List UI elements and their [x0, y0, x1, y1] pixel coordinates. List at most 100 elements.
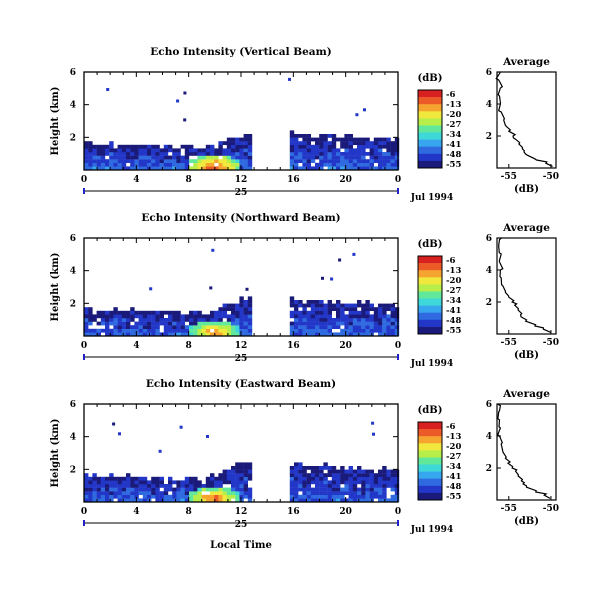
- heatmap-cell: [331, 155, 337, 160]
- heatmap-cell: [289, 480, 295, 485]
- heatmap-cell: [239, 318, 244, 322]
- heatmap-cell: [226, 318, 232, 322]
- heatmap-cell: [378, 491, 383, 495]
- heatmap-cell: [105, 480, 110, 485]
- heatmap-cell: [239, 328, 244, 333]
- heatmap-cell: [117, 162, 122, 167]
- heatmap-cell: [142, 491, 148, 495]
- heatmap-cell: [289, 484, 295, 488]
- heatmap-cell: [193, 166, 198, 171]
- heatmap-cell: [226, 155, 232, 160]
- heatmap-cell: [361, 484, 366, 488]
- panel-2: Echo Intensity (Northward Beam)0 4 8 12 16 20…: [50, 212, 559, 369]
- heatmap-cell: [126, 318, 131, 322]
- heatmap-cell: [382, 480, 387, 485]
- heatmap-cell: [361, 325, 366, 329]
- heatmap-cell: [184, 166, 190, 171]
- heatmap-cell: [235, 137, 240, 142]
- heatmap-cell: [176, 321, 181, 326]
- heatmap-cell: [172, 166, 177, 171]
- heatmap-cell: [147, 480, 152, 485]
- heatmap-cell: [88, 476, 93, 481]
- heatmap-cell: [176, 332, 181, 337]
- heatmap-cell: [147, 314, 152, 319]
- heatmap-cell: [105, 484, 110, 488]
- colorbar-swatch: [418, 319, 442, 328]
- heatmap-cell: [357, 155, 362, 160]
- heatmap-cell: [168, 476, 173, 481]
- heatmap-cell: [243, 134, 248, 138]
- heatmap-cell: [386, 159, 391, 163]
- heatmap-cell: [348, 491, 353, 495]
- x-tick-label: 4: [133, 507, 139, 517]
- heatmap-cell: [159, 152, 164, 156]
- heatmap-cell: [373, 310, 379, 315]
- heatmap-cell: [231, 166, 236, 171]
- x-tick-label: 12: [235, 507, 248, 517]
- heatmap-cell: [310, 307, 316, 311]
- heatmap-cell: [109, 141, 114, 145]
- heatmap-cell: [88, 321, 93, 326]
- heatmap-cell: [138, 310, 143, 315]
- x-tick-label: 20: [339, 341, 352, 351]
- heatmap-cell: [100, 310, 106, 315]
- heatmap-cell: [193, 318, 198, 322]
- heatmap-cell: [201, 498, 206, 503]
- heatmap-cell: [306, 152, 311, 156]
- heatmap-cell: [96, 314, 101, 319]
- heatmap-cell: [172, 480, 177, 485]
- heatmap-cell: [243, 469, 248, 474]
- heatmap-cell: [163, 148, 169, 153]
- heatmap-cell: [294, 134, 299, 138]
- heatmap-cell: [327, 469, 332, 474]
- heatmap-cell: [336, 162, 341, 167]
- heatmap-cell: [105, 310, 110, 315]
- heatmap-cell: [294, 498, 299, 503]
- heatmap-cell: [159, 321, 164, 326]
- date-label: Jul 1994: [410, 525, 453, 535]
- profile-line: [498, 237, 552, 333]
- heatmap-cell: [189, 166, 194, 171]
- heatmap-cell: [243, 332, 248, 337]
- heatmap-cell: [336, 484, 341, 488]
- heatmap-cell: [201, 314, 206, 319]
- heatmap-cell: [302, 152, 307, 156]
- heatmap-cell: [231, 307, 236, 311]
- heatmap-cell: [222, 487, 227, 492]
- heatmap-cell: [231, 144, 236, 149]
- heatmap-cell: [163, 328, 169, 333]
- heatmap-cell: [348, 498, 353, 503]
- heatmap-cell: [289, 162, 295, 167]
- heatmap-cell: [357, 159, 362, 163]
- heatmap-cell: [197, 491, 202, 495]
- colorbar-swatch: [418, 312, 442, 321]
- heatmap-cell: [390, 148, 395, 153]
- heatmap-cell: [294, 166, 299, 171]
- heatmap-cell: [373, 148, 379, 153]
- heatmap-cell: [394, 332, 400, 337]
- heatmap-cell: [159, 310, 164, 315]
- colorbar-swatch: [418, 118, 442, 126]
- heatmap-cell: [231, 491, 236, 495]
- heatmap-cell: [193, 152, 198, 156]
- heatmap-cell: [369, 144, 374, 149]
- heatmap-cell: [365, 162, 370, 167]
- heatmap-cell: [163, 159, 169, 163]
- heatmap-cell: [331, 141, 337, 145]
- heatmap-cell: [247, 137, 253, 142]
- heatmap-cell: [373, 314, 379, 319]
- heatmap-cell: [390, 307, 395, 311]
- heatmap-cell: [117, 148, 122, 153]
- heatmap-cell: [142, 155, 148, 160]
- heatmap-cell: [344, 469, 349, 474]
- heatmap-cell: [352, 148, 358, 153]
- heatmap-cell: [336, 480, 341, 485]
- heatmap-cell: [302, 321, 307, 326]
- heatmap-cell: [289, 466, 295, 470]
- heatmap-cell: [321, 276, 324, 280]
- heatmap-cell: [243, 328, 248, 333]
- heatmap-cell: [386, 484, 391, 488]
- heatmap-cell: [235, 141, 240, 145]
- heatmap-cell: [330, 277, 334, 281]
- heatmap-cell: [205, 318, 211, 322]
